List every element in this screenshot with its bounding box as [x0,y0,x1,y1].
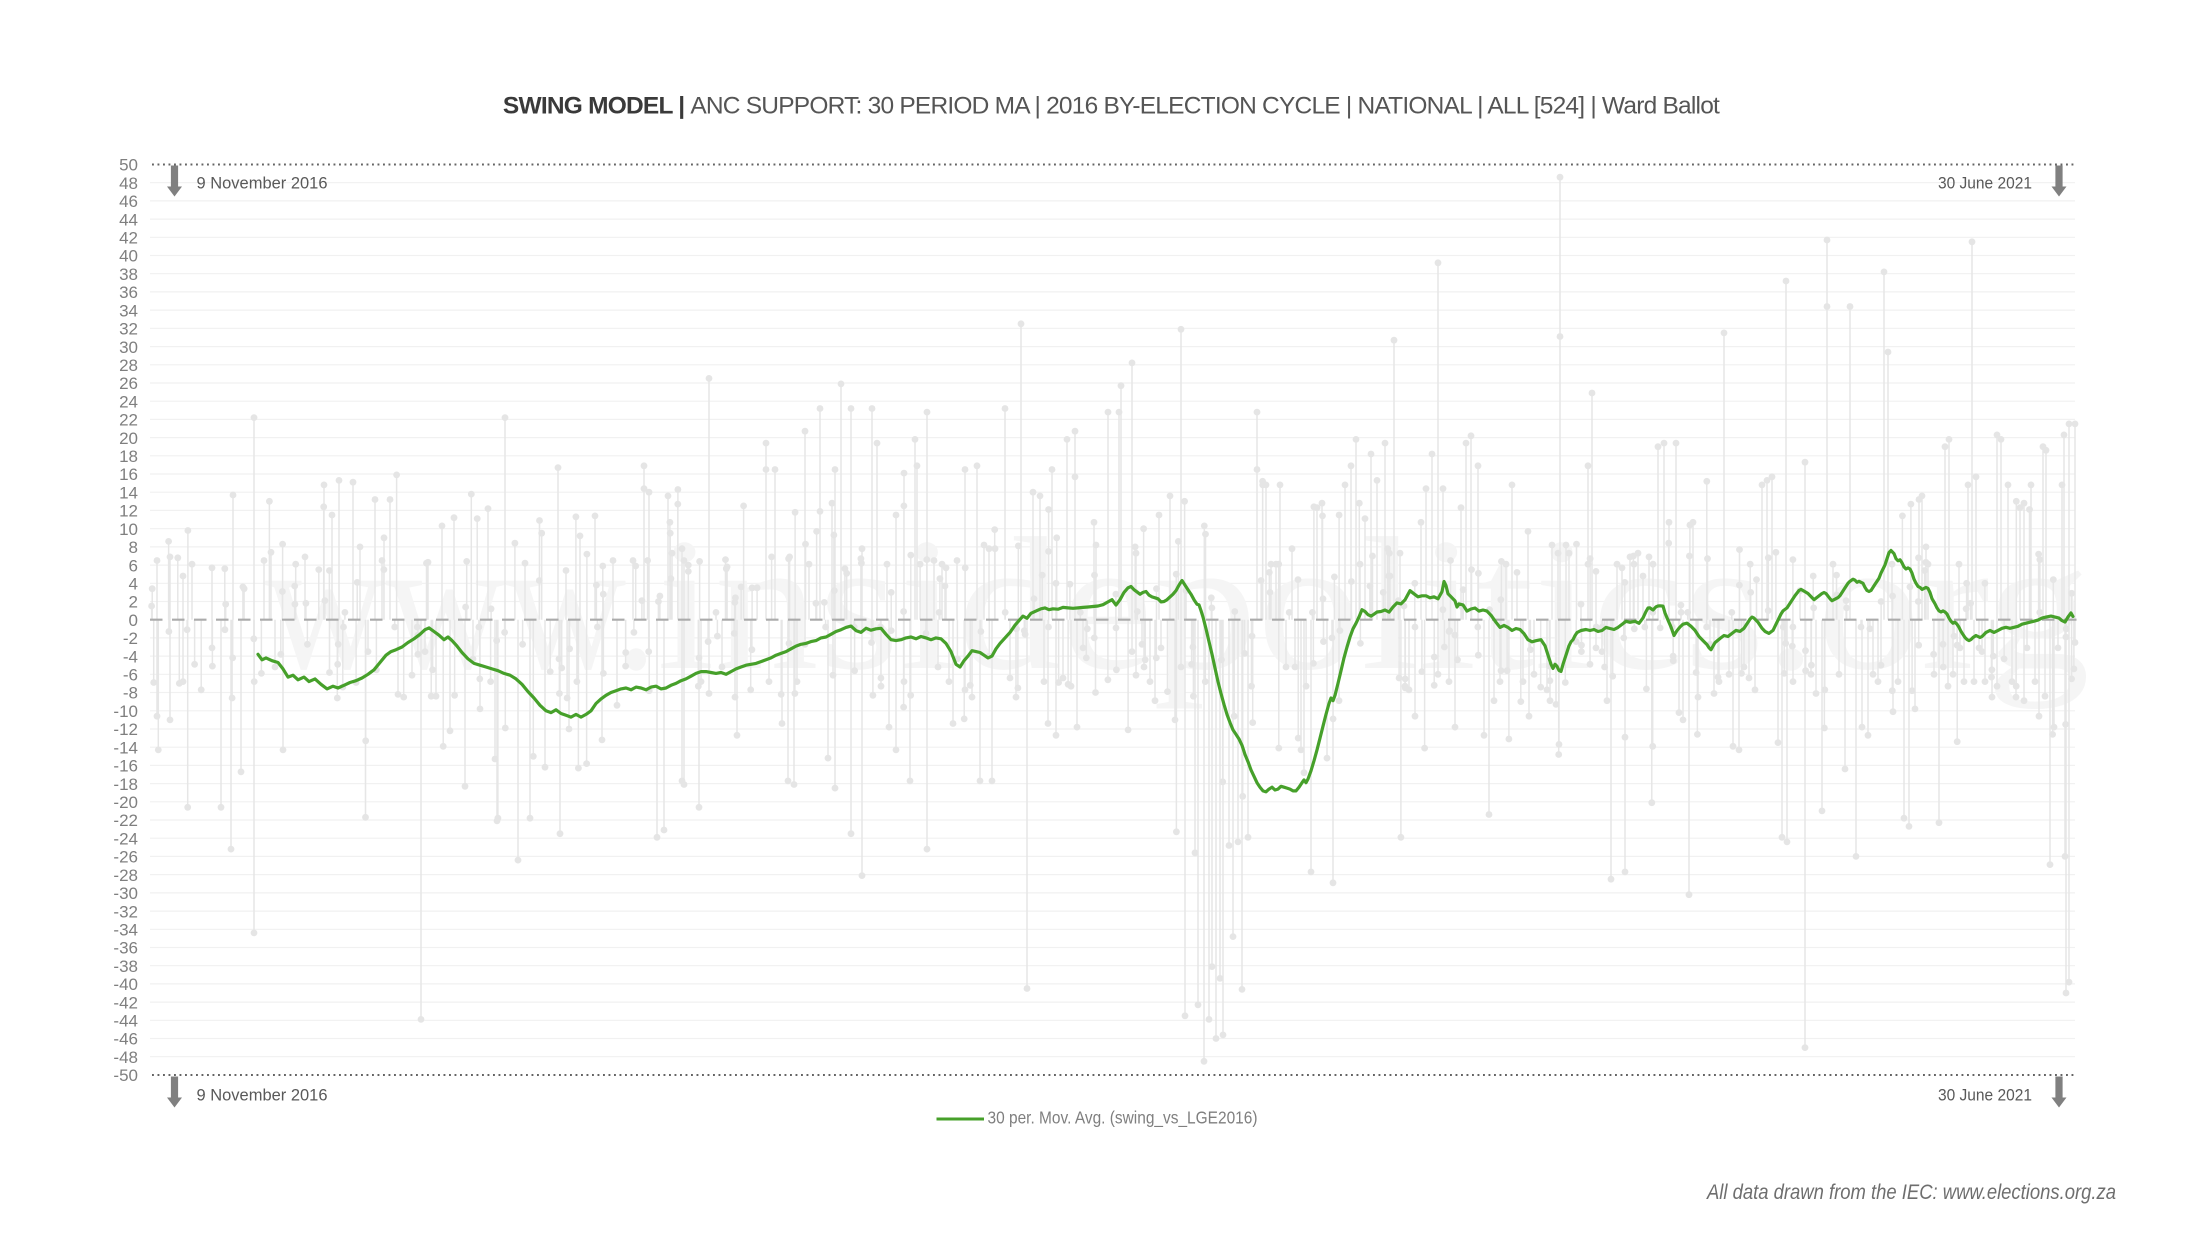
svg-text:26: 26 [119,374,138,393]
svg-text:0: 0 [129,611,138,630]
svg-text:50: 50 [119,156,138,175]
svg-text:-22: -22 [113,811,138,830]
svg-text:-32: -32 [113,902,138,921]
svg-text:30: 30 [119,338,138,357]
svg-text:-6: -6 [123,666,138,685]
svg-text:30 June 2021: 30 June 2021 [1938,173,2032,192]
svg-text:9 November 2016: 9 November 2016 [197,1086,328,1105]
svg-text:12: 12 [119,502,138,521]
svg-text:-12: -12 [113,720,138,739]
svg-text:42: 42 [119,229,138,248]
svg-text:38: 38 [119,265,138,284]
svg-text:48: 48 [119,174,138,193]
svg-text:18: 18 [119,447,138,466]
svg-text:-48: -48 [113,1048,138,1067]
svg-text:-16: -16 [113,757,138,776]
svg-text:-24: -24 [113,829,138,848]
svg-text:SWING MODEL | ANC SUPPORT: 30: SWING MODEL | ANC SUPPORT: 30 PERIOD MA … [503,93,1720,120]
svg-text:24: 24 [119,392,138,411]
svg-text:-28: -28 [113,866,138,885]
svg-text:10: 10 [119,520,138,539]
svg-text:30 June 2021: 30 June 2021 [1938,1086,2032,1105]
svg-text:-2: -2 [123,629,138,648]
svg-text:16: 16 [119,465,138,484]
svg-text:-4: -4 [123,647,138,666]
svg-text:-18: -18 [113,775,138,794]
svg-text:28: 28 [119,356,138,375]
svg-text:-14: -14 [113,738,138,757]
svg-text:30 per. Mov. Avg. (swing_vs_LG: 30 per. Mov. Avg. (swing_vs_LGE2016) [988,1108,1258,1129]
svg-text:9 November 2016: 9 November 2016 [197,173,328,192]
svg-text:-20: -20 [113,793,138,812]
svg-text:8: 8 [129,538,138,557]
svg-text:4: 4 [129,575,138,594]
svg-text:-50: -50 [113,1066,138,1085]
svg-text:All data drawn from the IEC: w: All data drawn from the IEC: www.electio… [1705,1181,2116,1204]
svg-text:6: 6 [129,556,138,575]
svg-text:-40: -40 [113,975,138,994]
svg-text:-46: -46 [113,1030,138,1049]
svg-text:32: 32 [119,320,138,339]
svg-text:2: 2 [129,593,138,612]
svg-text:-42: -42 [113,993,138,1012]
svg-text:20: 20 [119,429,138,448]
svg-text:-38: -38 [113,957,138,976]
svg-text:-44: -44 [113,1012,138,1031]
svg-text:46: 46 [119,192,138,211]
svg-text:-26: -26 [113,848,138,867]
svg-text:-8: -8 [123,684,138,703]
svg-text:-30: -30 [113,884,138,903]
svg-text:14: 14 [119,483,138,502]
svg-text:36: 36 [119,283,138,302]
svg-text:40: 40 [119,247,138,266]
svg-text:44: 44 [119,210,138,229]
svg-text:-10: -10 [113,702,138,721]
svg-text:22: 22 [119,411,138,430]
svg-text:-34: -34 [113,921,138,940]
svg-text:-36: -36 [113,939,138,958]
svg-text:34: 34 [119,301,138,320]
